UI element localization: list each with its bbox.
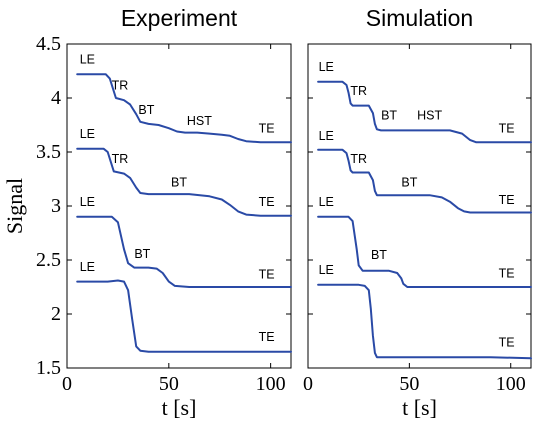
simulation-annotation-bt: BT — [381, 109, 397, 123]
experiment-annotation-te: TE — [259, 195, 275, 209]
simulation-annotation-hst: HST — [417, 109, 442, 123]
simulation-annotation-te: TE — [499, 266, 515, 280]
experiment-y-tick-label: 1.5 — [36, 357, 61, 379]
experiment-x-axis-label: t [s] — [162, 395, 197, 420]
experiment-annotation-tr: TR — [112, 152, 129, 166]
experiment-series-line — [76, 279, 292, 353]
simulation-annotation-le: LE — [319, 263, 334, 277]
experiment-y-tick-label: 4 — [51, 87, 61, 109]
simulation-annotation-le: LE — [319, 195, 334, 209]
experiment-annotation-bt: BT — [138, 103, 154, 117]
experiment-series-line — [76, 215, 292, 288]
simulation-annotation-le: LE — [319, 129, 334, 143]
simulation-annotation-le: LE — [319, 60, 334, 74]
experiment-annotation-te: TE — [259, 330, 275, 344]
experiment-annotation-te: TE — [259, 267, 275, 281]
simulation-annotation-te: TE — [499, 193, 515, 207]
simulation-series-line — [317, 215, 532, 288]
simulation-annotation-tr: TR — [350, 152, 367, 166]
simulation-series-line — [317, 80, 532, 144]
simulation-x-tick-label: 100 — [496, 373, 526, 395]
experiment-y-tick-label: 3.5 — [36, 141, 61, 163]
experiment-x-tick-label: 100 — [256, 373, 286, 395]
simulation-series-line — [317, 148, 532, 214]
experiment-annotation-le: LE — [80, 52, 95, 66]
experiment-annotation-te: TE — [259, 122, 275, 136]
simulation-annotation-tr: TR — [350, 84, 367, 98]
experiment-y-tick-label: 4.5 — [36, 33, 61, 55]
experiment-annotation-le: LE — [80, 195, 95, 209]
simulation-x-axis-label: t [s] — [402, 395, 437, 420]
simulation-series-line — [317, 283, 532, 360]
simulation-title: Simulation — [366, 5, 473, 31]
experiment-annotation-bt: BT — [171, 176, 187, 190]
simulation-x-tick-label: 50 — [399, 373, 419, 395]
experiment-title: Experiment — [121, 5, 238, 31]
simulation-annotation-te: TE — [499, 335, 515, 349]
experiment-y-axis-label: Signal — [2, 178, 27, 234]
experiment-plot-frame — [66, 43, 292, 369]
simulation-annotation-bt: BT — [371, 248, 387, 262]
simulation-x-tick-label: 0 — [303, 373, 313, 395]
experiment-series-line — [76, 147, 292, 217]
experiment-y-tick-label: 2.5 — [36, 249, 61, 271]
experiment-y-tick-label: 3 — [51, 195, 61, 217]
experiment-annotation-le: LE — [80, 127, 95, 141]
simulation-plot-frame — [307, 43, 532, 369]
experiment-x-tick-label: 50 — [159, 373, 179, 395]
experiment-y-tick-label: 2 — [51, 303, 61, 325]
experiment-annotation-bt: BT — [134, 247, 150, 261]
experiment-annotation-le: LE — [80, 260, 95, 274]
experiment-annotation-tr: TR — [112, 78, 129, 92]
simulation-annotation-bt: BT — [401, 176, 417, 190]
experiment-series-line — [76, 73, 292, 144]
simulation-annotation-te: TE — [499, 122, 515, 136]
experiment-annotation-hst: HST — [187, 114, 212, 128]
experiment-x-tick-label: 0 — [62, 373, 72, 395]
